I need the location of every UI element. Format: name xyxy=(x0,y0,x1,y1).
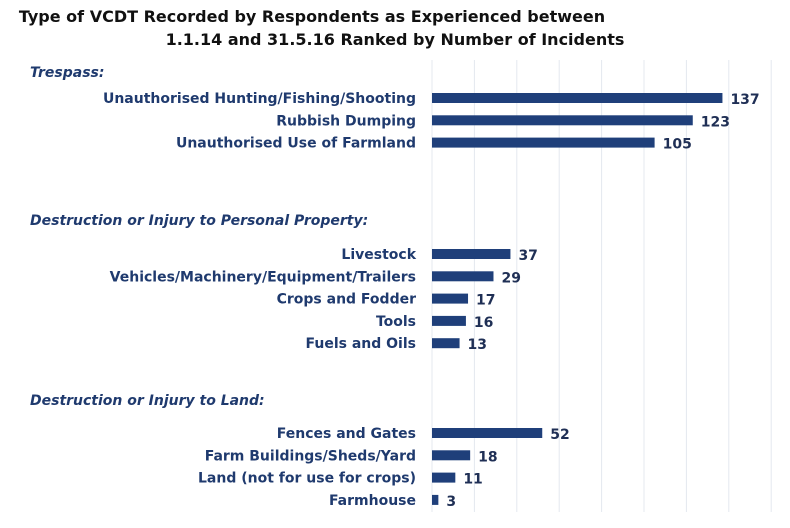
category-label: Rubbish Dumping xyxy=(276,113,416,129)
value-label: 137 xyxy=(730,92,759,108)
bar xyxy=(432,494,439,505)
chart-title-line-1: Type of VCDT Recorded by Respondents as … xyxy=(19,7,605,26)
group-header: Destruction or Injury to Land: xyxy=(30,393,265,409)
group-header: Destruction or Injury to Personal Proper… xyxy=(30,213,368,229)
value-label: 16 xyxy=(474,315,493,331)
value-label: 37 xyxy=(518,248,537,264)
bar xyxy=(432,137,655,148)
category-label: Farm Buildings/Sheds/Yard xyxy=(205,448,416,464)
category-label: Crops and Fodder xyxy=(277,292,416,308)
value-label: 105 xyxy=(663,137,692,153)
value-label: 123 xyxy=(701,114,730,130)
bar xyxy=(432,338,460,349)
chart-title-line-2: 1.1.14 and 31.5.16 Ranked by Number of I… xyxy=(166,30,625,49)
value-label: 18 xyxy=(478,449,497,465)
group-header: Trespass: xyxy=(30,65,104,81)
value-label: 17 xyxy=(476,293,495,309)
bar xyxy=(432,271,494,282)
category-label: Unauthorised Hunting/Fishing/Shooting xyxy=(103,91,416,107)
bar xyxy=(432,115,693,126)
bar xyxy=(432,428,543,438)
bar xyxy=(432,450,471,461)
bar xyxy=(432,315,466,326)
bar xyxy=(432,249,511,259)
category-label: Fuels and Oils xyxy=(306,336,416,352)
bar xyxy=(432,93,723,103)
value-label: 3 xyxy=(446,494,456,510)
category-label: Livestock xyxy=(341,247,416,263)
category-label: Vehicles/Machinery/Equipment/Trailers xyxy=(110,269,416,285)
value-label: 52 xyxy=(550,427,569,443)
value-label: 11 xyxy=(463,472,482,488)
bar xyxy=(432,472,456,483)
category-label: Farmhouse xyxy=(329,493,416,509)
bar xyxy=(432,293,469,304)
value-label: 13 xyxy=(468,337,487,353)
category-label: Fences and Gates xyxy=(277,426,416,442)
value-label: 29 xyxy=(501,270,520,286)
category-label: Tools xyxy=(376,314,416,330)
category-label: Unauthorised Use of Farmland xyxy=(176,136,416,152)
category-label: Land (not for use for crops) xyxy=(198,471,416,487)
